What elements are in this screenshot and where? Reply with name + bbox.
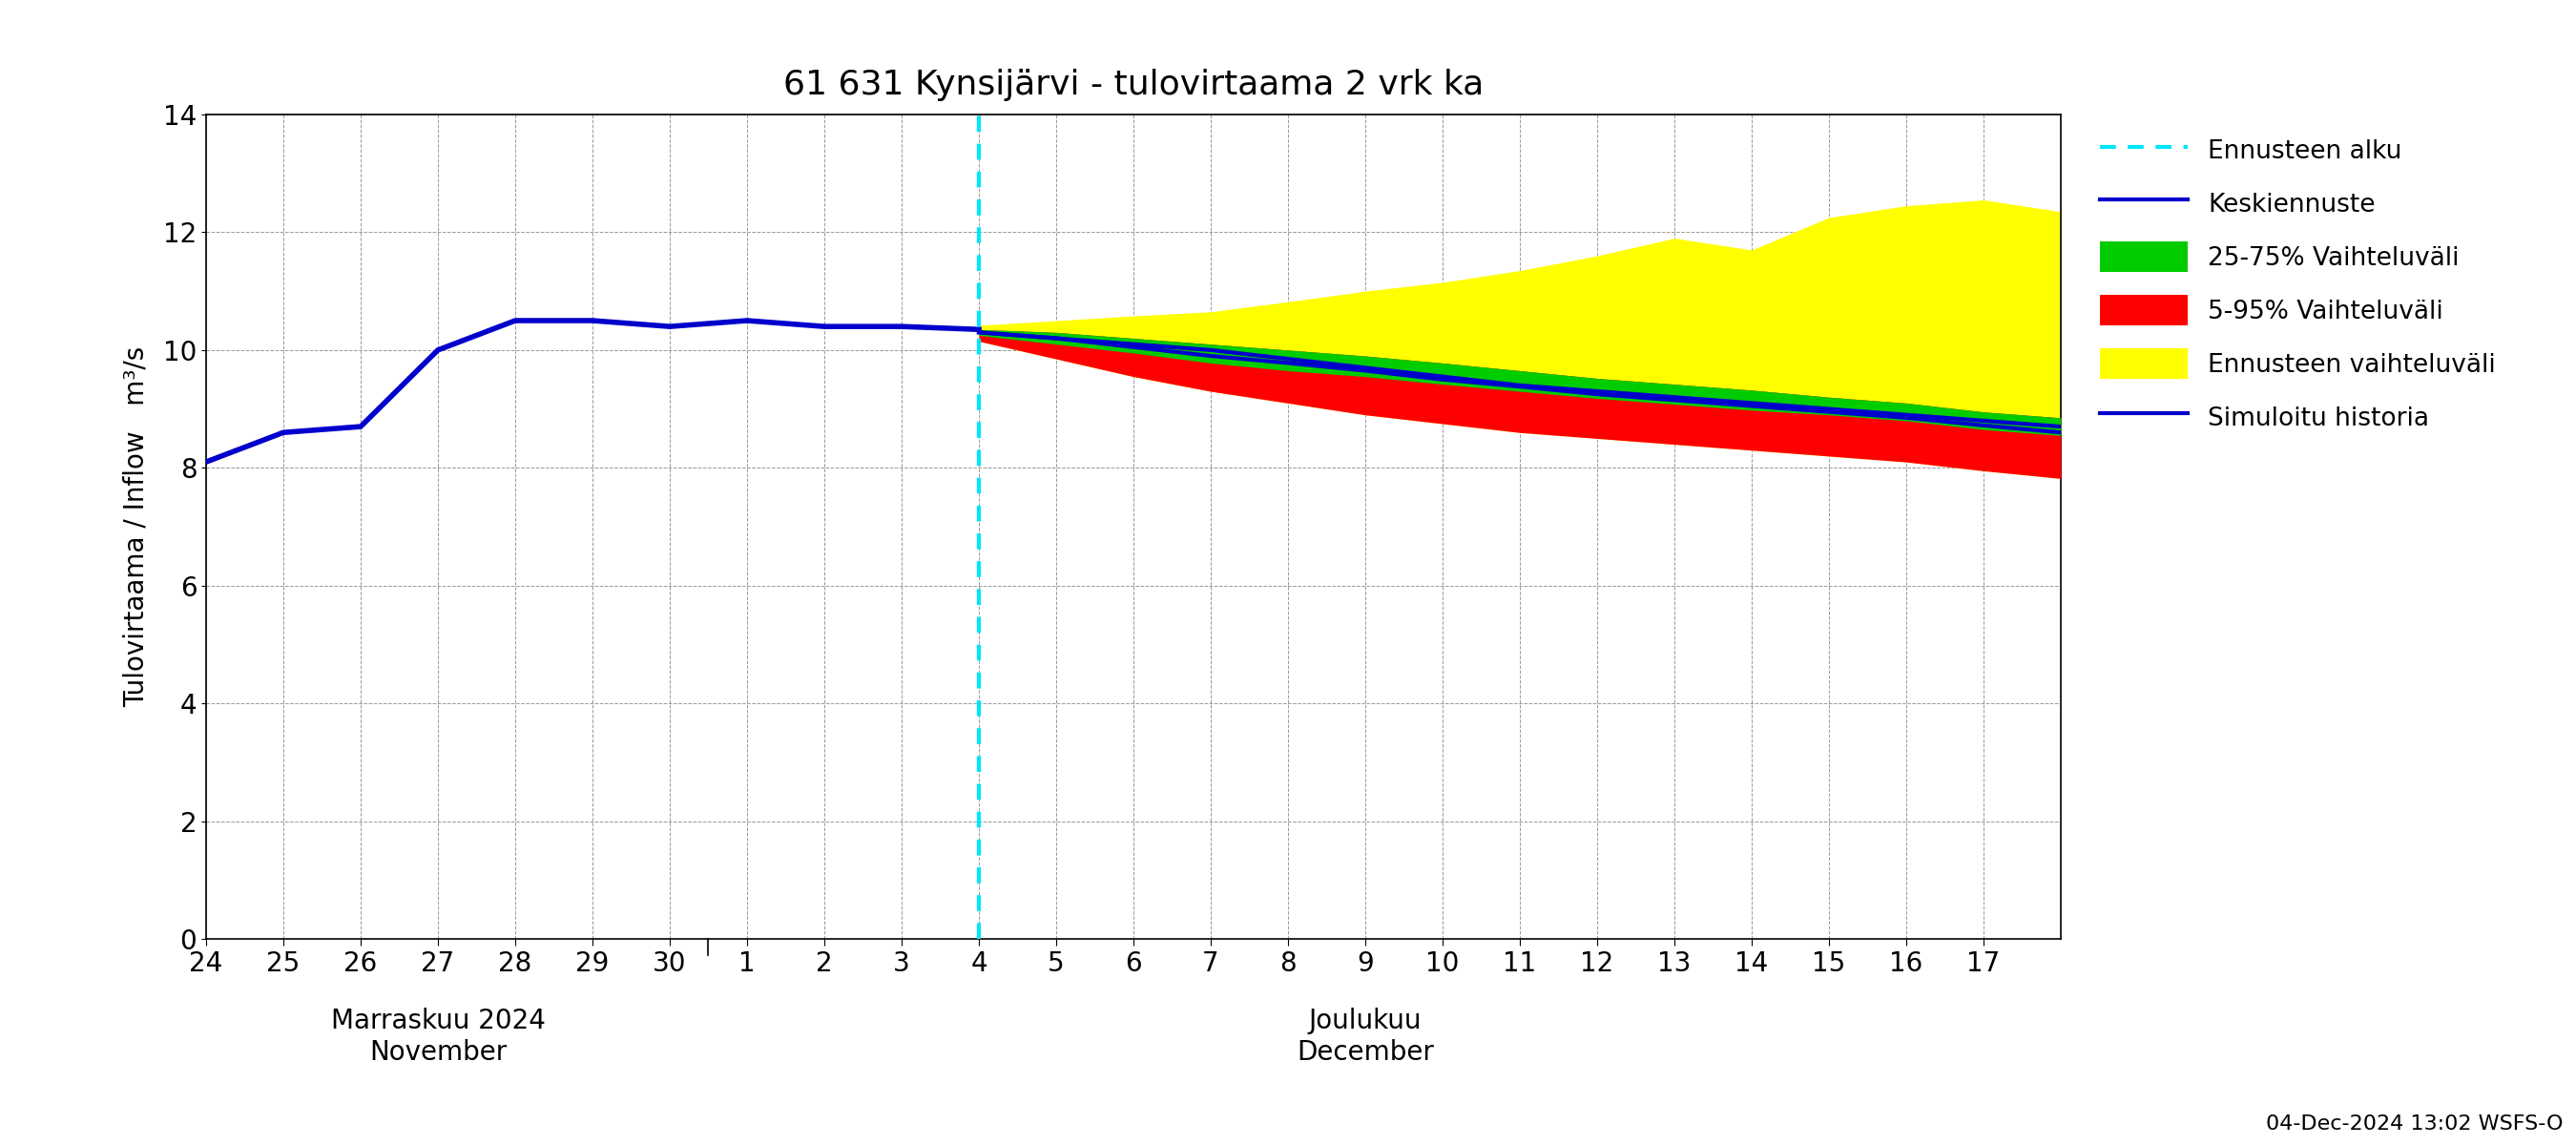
Text: Marraskuu 2024
November: Marraskuu 2024 November — [330, 1008, 546, 1066]
Title: 61 631 Kynsijärvi - tulovirtaama 2 vrk ka: 61 631 Kynsijärvi - tulovirtaama 2 vrk k… — [783, 69, 1484, 101]
Legend: Ennusteen alku, Keskiennuste, 25-75% Vaihteluväli, 5-95% Vaihteluväli, Ennusteen: Ennusteen alku, Keskiennuste, 25-75% Vai… — [2092, 127, 2504, 440]
Text: 04-Dec-2024 13:02 WSFS-O: 04-Dec-2024 13:02 WSFS-O — [2267, 1114, 2563, 1134]
Text: Joulukuu
December: Joulukuu December — [1296, 1008, 1435, 1066]
Y-axis label: Tulovirtaama / Inflow   m³/s: Tulovirtaama / Inflow m³/s — [124, 346, 149, 708]
